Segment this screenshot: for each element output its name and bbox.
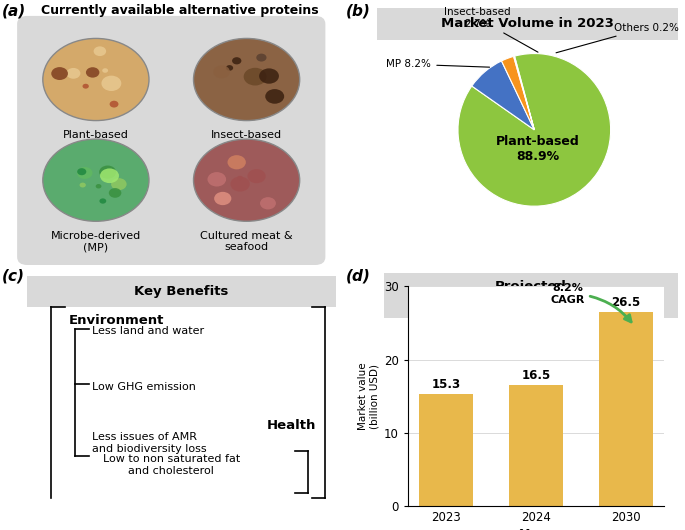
Circle shape: [213, 65, 230, 78]
Text: Projected
Global Market Growth: Projected Global Market Growth: [449, 280, 613, 311]
Y-axis label: Market value
(billion USD): Market value (billion USD): [358, 363, 379, 430]
Text: Health: Health: [267, 419, 316, 432]
Text: (d): (d): [346, 269, 371, 284]
Circle shape: [55, 48, 137, 111]
Circle shape: [100, 169, 119, 183]
Circle shape: [227, 155, 246, 170]
Text: Microbe-derived
(MP): Microbe-derived (MP): [51, 231, 141, 252]
Circle shape: [66, 68, 80, 79]
Text: Market Volume in 2023: Market Volume in 2023: [441, 17, 614, 30]
Text: Key Benefits: Key Benefits: [134, 285, 229, 298]
Circle shape: [109, 188, 121, 198]
Circle shape: [226, 65, 233, 70]
Circle shape: [260, 197, 276, 209]
Text: (b): (b): [346, 4, 371, 19]
Circle shape: [206, 148, 288, 212]
FancyBboxPatch shape: [377, 8, 678, 40]
Circle shape: [110, 101, 119, 108]
Text: Low GHG emission: Low GHG emission: [92, 382, 197, 392]
Text: Others 0.2%: Others 0.2%: [556, 23, 680, 53]
Circle shape: [94, 46, 106, 56]
Text: 16.5: 16.5: [521, 369, 551, 382]
FancyBboxPatch shape: [384, 273, 678, 318]
Bar: [419, 394, 473, 506]
Circle shape: [232, 57, 241, 65]
Bar: [509, 385, 563, 506]
FancyBboxPatch shape: [27, 276, 336, 307]
Circle shape: [82, 84, 89, 89]
Circle shape: [111, 178, 127, 190]
Text: (c): (c): [1, 269, 25, 284]
Circle shape: [96, 184, 101, 189]
Text: Currently available alternative proteins: Currently available alternative proteins: [41, 4, 319, 17]
Text: Insect-based
2.7%: Insect-based 2.7%: [444, 7, 538, 52]
Circle shape: [79, 183, 86, 188]
X-axis label: Year: Year: [520, 528, 552, 530]
Circle shape: [193, 139, 300, 222]
Circle shape: [86, 67, 99, 77]
Text: 26.5: 26.5: [611, 296, 640, 309]
Circle shape: [42, 139, 149, 222]
Bar: [599, 312, 653, 506]
Circle shape: [51, 67, 68, 80]
Circle shape: [230, 176, 250, 191]
Circle shape: [244, 68, 266, 85]
Circle shape: [206, 48, 288, 111]
Circle shape: [99, 198, 106, 204]
Text: Cultured meat &
seafood: Cultured meat & seafood: [200, 231, 293, 252]
Circle shape: [259, 68, 279, 84]
Text: (a): (a): [1, 4, 26, 19]
Circle shape: [99, 165, 116, 179]
Circle shape: [77, 168, 86, 175]
Circle shape: [256, 54, 266, 61]
Circle shape: [237, 176, 243, 181]
Circle shape: [193, 39, 300, 121]
Wedge shape: [458, 54, 610, 206]
Text: 15.3: 15.3: [432, 378, 461, 391]
Text: MP 8.2%: MP 8.2%: [386, 59, 490, 69]
Circle shape: [265, 89, 284, 104]
FancyBboxPatch shape: [17, 16, 325, 265]
Text: Plant-based
88.9%: Plant-based 88.9%: [496, 135, 580, 163]
Circle shape: [247, 169, 266, 183]
Text: Less issues of AMR
and biodiversity loss: Less issues of AMR and biodiversity loss: [92, 432, 207, 454]
Circle shape: [208, 172, 226, 187]
Text: Low to non saturated fat
and cholesterol: Low to non saturated fat and cholesterol: [103, 454, 240, 476]
Circle shape: [42, 39, 149, 121]
Wedge shape: [472, 61, 534, 130]
Circle shape: [101, 76, 121, 91]
Text: Insect-based: Insect-based: [211, 130, 282, 140]
Circle shape: [214, 192, 232, 205]
Text: Less land and water: Less land and water: [92, 326, 205, 336]
Circle shape: [55, 148, 137, 212]
Wedge shape: [514, 56, 534, 130]
Text: Environment: Environment: [68, 314, 164, 327]
Wedge shape: [501, 56, 534, 130]
Circle shape: [102, 68, 108, 73]
Circle shape: [77, 167, 92, 179]
Text: 8.2%
CAGR: 8.2% CAGR: [550, 283, 631, 322]
Text: Plant-based: Plant-based: [63, 130, 129, 140]
